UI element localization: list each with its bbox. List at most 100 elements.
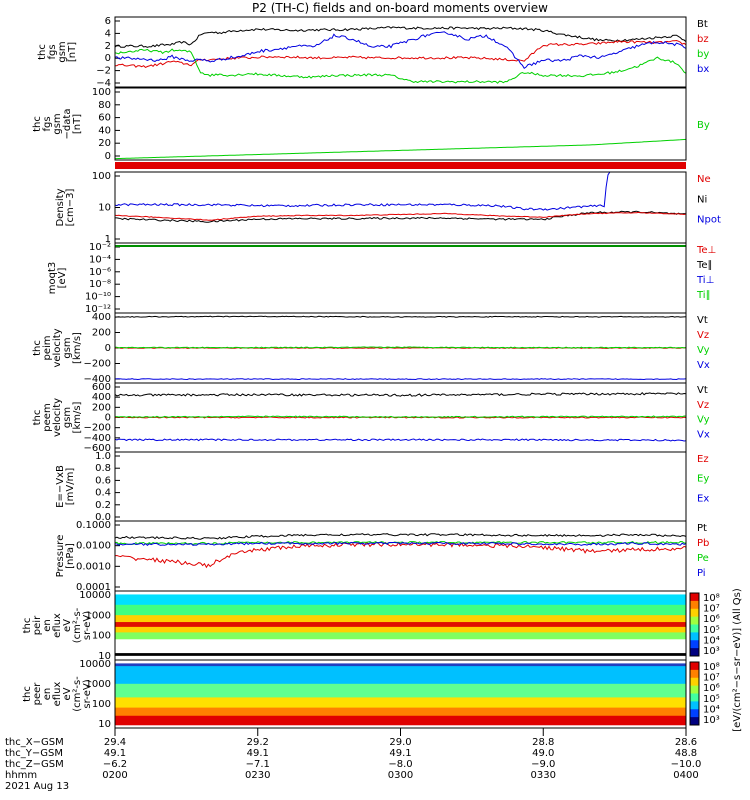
colorbar-cell	[690, 669, 699, 679]
panel-frame	[114, 16, 687, 88]
legend-te∥: Te∥	[696, 260, 713, 271]
panel-ylabel: E=−VxB[mV/m]	[55, 465, 76, 508]
colorbar-cell	[690, 600, 699, 610]
footer-value: −10.0	[671, 759, 702, 770]
series-line-by	[115, 138, 687, 160]
ylabel-line: eV	[62, 619, 73, 632]
panel-peir: thcpeirenefluxeV(cm²-s-sr-eV) 10000 1000 10…	[22, 590, 120, 662]
spectro-band	[115, 725, 686, 729]
ytick-label: 10⁻¹⁰	[85, 292, 111, 303]
panels: thcfgsgsm[nT]6420−2−4Btbzbybxthcfgsgsm−d…	[22, 16, 721, 730]
spectro-band	[115, 666, 686, 685]
ylabel-line: eflux	[52, 682, 63, 707]
panel-density: Density[cm−3] 100 10 1 Ne Ni Npot	[55, 171, 721, 245]
panel-frame	[114, 87, 687, 161]
flag-bar	[115, 162, 686, 169]
colorbar-cell	[690, 593, 699, 602]
colorbar-tick: 10³	[703, 715, 720, 726]
data-peim_v	[114, 315, 687, 381]
ytick-label: 10⁻⁸	[89, 279, 111, 290]
series-line-vx	[114, 438, 687, 442]
ytick-label: −2	[96, 66, 111, 77]
panel-ylabel: thcfgsgsm[nT]	[37, 41, 78, 62]
ylabel-line: [cm−3]	[65, 189, 76, 227]
colorbar-cell	[690, 693, 699, 702]
colorbar-cell	[690, 709, 699, 718]
colorbar-tick: 10⁸	[703, 662, 720, 673]
colorbar-tick: 10⁴	[703, 635, 720, 646]
panel-frame	[114, 451, 687, 522]
ylabel-line: velocity	[52, 398, 63, 437]
ylabel-line: [nT]	[67, 42, 78, 62]
colorbar-tick: 10⁵	[703, 625, 720, 636]
ytick-label: 200	[92, 328, 111, 339]
ytick-label: 100	[92, 631, 111, 642]
legend-pb: Pb	[697, 538, 709, 549]
series-line-by	[114, 48, 687, 84]
ytick-label: 400	[92, 312, 111, 323]
ytick-label: 60	[98, 113, 111, 124]
ytick-label: 1000	[86, 610, 111, 621]
spectro-band	[115, 594, 686, 606]
legend-by: by	[697, 49, 709, 60]
ylabel-line: gsm	[62, 337, 73, 358]
ylabel-line: (cm²-s-	[72, 607, 83, 643]
footer-date: 2021 Aug 13	[5, 781, 69, 792]
colorbar-tick: 10⁶	[703, 614, 720, 625]
spectro-band	[115, 653, 686, 657]
legend-pt: Pt	[697, 523, 707, 534]
panel-ylabel: Density[cm−3]	[55, 188, 76, 226]
footer-value: −8.0	[388, 759, 412, 770]
footer-value: −9.0	[531, 759, 555, 770]
spectro-band	[115, 632, 686, 640]
ytick-label: 100	[92, 87, 111, 98]
ytick-label: 0	[105, 413, 111, 424]
plot-title: P2 (TH-C) fields and on-board moments ov…	[252, 1, 548, 15]
colorbar-cell	[690, 717, 699, 726]
footer-value: 49.1	[104, 748, 126, 759]
footer-value: 28.6	[675, 737, 697, 748]
spectro-band	[115, 622, 686, 628]
legend-ti∥: Ti∥	[696, 290, 711, 301]
footer-value: −7.1	[246, 759, 270, 770]
spectro-band	[115, 683, 686, 698]
colorbar-tick: 10⁷	[703, 604, 720, 615]
legend-bx: bx	[697, 64, 709, 75]
ylabel-line: moqt3	[47, 262, 58, 295]
ylabel-line: fgs	[47, 44, 58, 59]
ytick-label: 0.0010	[76, 561, 111, 572]
colorbar-label: [eV/(cm²−s−sr−eV)] (All Qs)	[732, 588, 743, 732]
ytick-label: 10000	[79, 590, 111, 601]
footer-value: 49.0	[532, 748, 554, 759]
legend-pi: Pi	[697, 568, 706, 579]
spectro-band	[115, 591, 686, 595]
footer-row-label: thc_Y−GSM	[5, 748, 63, 759]
footer-row-label: hhmm	[5, 770, 37, 781]
ytick-label: 10	[98, 203, 111, 214]
panel-ylabel: thcpeerenefluxeV(cm²-s-sr-eV)	[22, 676, 93, 712]
footer-value: 0200	[102, 770, 127, 781]
ytick-label: 0.8	[95, 463, 111, 474]
series-line-bt	[114, 26, 687, 48]
ylabel-line: thc	[22, 686, 33, 702]
ylabel-line: peir	[32, 615, 43, 635]
colorbar-cell	[690, 640, 699, 649]
ytick-label: 100	[92, 699, 111, 710]
series-line-bz	[114, 39, 687, 68]
series-line-vt	[114, 391, 687, 397]
footer-row-label: thc_X−GSM	[5, 737, 64, 748]
spectro-band	[115, 697, 686, 709]
panel-pressure: Pressure[nPa]0.10000.01000.00100.0001PtP…	[55, 520, 709, 593]
colorbar-cell	[690, 632, 699, 641]
footer-value: 0230	[245, 770, 270, 781]
ylabel-line: (cm²-s-	[72, 676, 83, 712]
legend-ez: Ez	[697, 454, 709, 465]
legend-vx: Vx	[697, 429, 710, 440]
series-line-npot	[114, 171, 686, 211]
spectro-band	[115, 663, 686, 667]
ytick-label: 1000	[86, 679, 111, 690]
spectro-band	[115, 715, 686, 726]
ylabel-line: velocity	[52, 328, 63, 367]
